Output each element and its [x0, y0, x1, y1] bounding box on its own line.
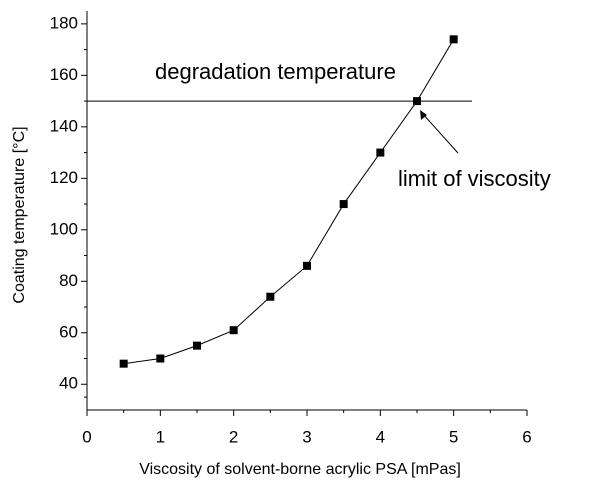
- y-tick-label: 180: [50, 13, 78, 32]
- y-tick-label: 120: [50, 168, 78, 187]
- annotation: limit of viscosity: [398, 166, 551, 191]
- y-axis-label: Coating temperature [°C]: [11, 126, 28, 303]
- data-point: [413, 97, 421, 106]
- x-tick-label: 6: [522, 427, 531, 446]
- annotation-arrow: [421, 112, 459, 154]
- x-tick-label: 4: [376, 427, 385, 446]
- data-point: [303, 261, 311, 270]
- y-tick-label: 100: [50, 219, 78, 238]
- y-tick-label: 140: [50, 116, 78, 135]
- annotation: degradation temperature: [155, 59, 396, 84]
- data-point: [229, 326, 238, 335]
- y-tick-label: 40: [59, 374, 78, 393]
- series-line: [123, 39, 455, 365]
- data-point: [193, 341, 201, 350]
- x-tick-label: 2: [229, 427, 238, 446]
- data-point: [339, 200, 348, 209]
- data-point: [376, 148, 385, 157]
- x-axis-label: Viscosity of solvent-borne acrylic PSA […: [139, 461, 461, 478]
- y-tick-label: 60: [59, 322, 78, 341]
- x-tick-label: 3: [302, 427, 311, 446]
- data-point: [449, 35, 458, 44]
- data-point: [156, 354, 165, 363]
- x-tick-label: 1: [156, 427, 165, 446]
- arrow-head: [420, 110, 427, 120]
- data-point: [266, 292, 275, 301]
- x-tick-label: 0: [82, 427, 91, 446]
- y-tick-label: 80: [59, 271, 78, 290]
- x-tick-label: 5: [449, 427, 458, 446]
- y-tick-label: 160: [50, 65, 78, 84]
- data-point: [119, 359, 128, 368]
